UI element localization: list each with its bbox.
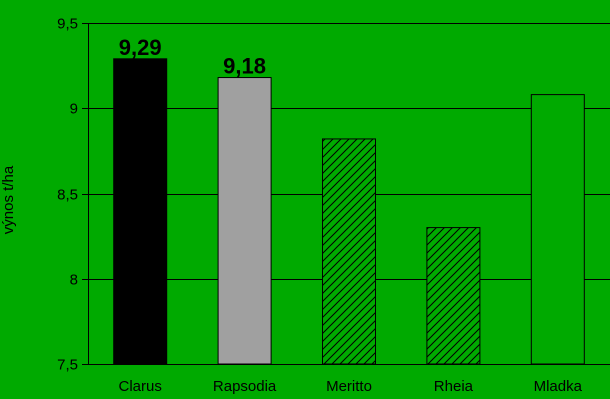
x-tick-label: Clarus [119,378,162,395]
y-axis-label: výnos t/ha [0,165,17,234]
x-tick-label: Meritto [326,378,372,395]
bar-rheia [426,227,481,365]
data-label: 9,18 [223,54,266,79]
axes [82,23,89,365]
bars [113,58,585,365]
labels: 7,5 8 8,5 9 9,5 Clarus 9,29 Rapsodia 9,18 Meritto… [57,16,582,396]
y-tick-label: 9 [70,101,78,118]
x-tick-label: Rapsodia [213,378,277,395]
x-tick-label: Mladka [534,378,583,395]
y-tick-label: 8 [70,272,78,289]
x-tick-label: Rheia [434,378,474,395]
y-tick-label: 9,5 [57,16,78,33]
y-tick-label: 7,5 [57,357,78,374]
y-tick-label: 8,5 [57,187,78,204]
data-label: 9,29 [119,35,162,60]
bar-rapsodia [217,77,272,365]
bar-meritto [322,138,376,365]
bar-clarus [113,58,168,365]
bar-mladka [530,94,585,365]
